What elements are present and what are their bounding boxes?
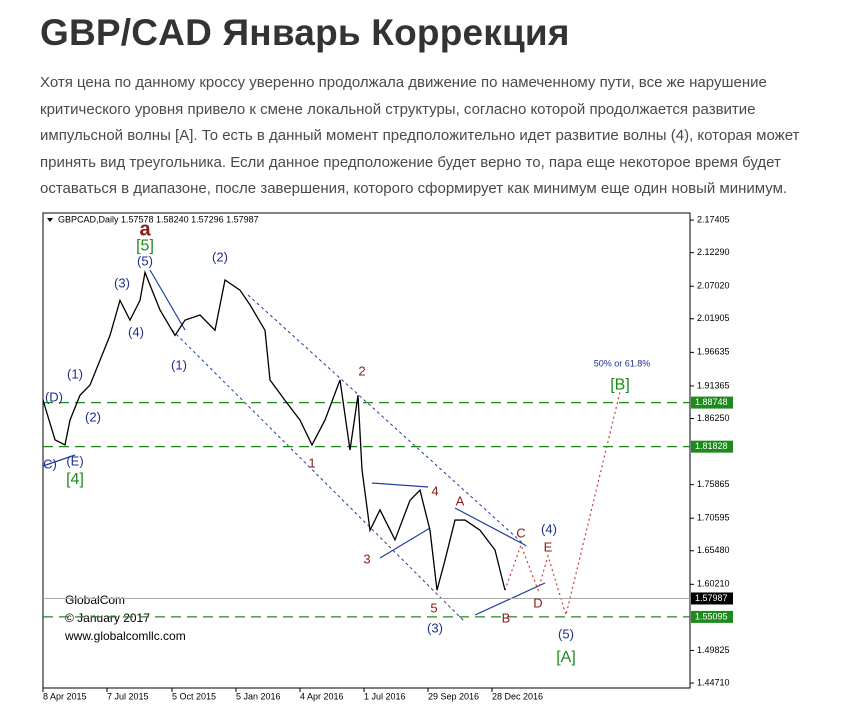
x-tick-label: 4 Apr 2016 [300, 691, 344, 701]
price-line [42, 269, 506, 591]
wave-label: (2) [212, 250, 228, 265]
wave-label: C [516, 525, 525, 540]
wave-label: E [544, 539, 553, 554]
wave-label: (D) [45, 389, 63, 404]
wave-label: A [456, 493, 465, 508]
watermark: © January 2017 [65, 611, 150, 625]
trend-line [42, 454, 76, 467]
x-tick-label: 29 Sep 2016 [428, 691, 479, 701]
y-tick-label: 1.65480 [697, 545, 730, 555]
level-label: 1.88748 [695, 397, 728, 407]
y-tick-label: 1.60210 [697, 579, 730, 589]
channel-lines [171, 294, 529, 623]
chart-header: GBPCAD,Daily 1.57578 1.58240 1.57296 1.5… [58, 214, 259, 224]
wave-label: [B] [610, 376, 630, 393]
wave-label: (5) [558, 626, 574, 641]
level-label: 1.81828 [695, 441, 728, 451]
watermark: GlobalCom [65, 593, 125, 607]
y-tick-label: 2.07020 [697, 281, 730, 291]
x-tick-label: 1 Jul 2016 [364, 691, 406, 701]
y-tick-label: 1.49825 [697, 645, 730, 655]
wave-label: (4) [128, 324, 144, 339]
level-label: 1.55095 [695, 611, 728, 621]
wave-label: 50% or 61.8% [594, 358, 651, 368]
heading: GBP/CAD Январь Коррекция [40, 12, 570, 53]
y-tick-label: 1.44710 [697, 677, 730, 687]
wave-label: 3 [363, 551, 370, 566]
paragraph: Хотя цена по данному кроссу уверенно про… [40, 70, 799, 203]
trend-lines [42, 269, 546, 616]
y-tick-label: 2.01905 [697, 313, 730, 323]
wave-label: D [533, 595, 542, 610]
paragraph-line: импульсной волны [А]. То есть в данный м… [40, 127, 800, 145]
trend-line [371, 482, 429, 488]
wave-label: (3) [114, 276, 130, 291]
wave-label: B [502, 610, 511, 625]
channel-line [171, 329, 466, 623]
plot-frame [42, 212, 691, 689]
y-tick-label: 2.12290 [697, 247, 730, 257]
wave-label: (1) [171, 357, 187, 372]
x-tick-label: 7 Jul 2015 [107, 691, 149, 701]
wave-label: [4] [66, 471, 84, 488]
wave-label: (3) [427, 620, 443, 635]
trend-line [474, 582, 546, 616]
y-tick-label: 1.86250 [697, 413, 730, 423]
trend-line [454, 507, 526, 546]
level-label: 1.57987 [695, 593, 728, 603]
y-tick-label: 1.75865 [697, 479, 730, 489]
wave-label: (4) [541, 521, 557, 536]
y-tick-label: 1.70595 [697, 513, 730, 523]
wave-label: (1) [67, 367, 83, 382]
y-tick-label: 1.96635 [697, 347, 730, 357]
wave-label: (2) [85, 409, 101, 424]
wave-label: [5] [136, 237, 154, 254]
trend-line [149, 269, 186, 331]
level-label-box [691, 592, 733, 605]
paragraph-line: критического уровня привело к смене лока… [40, 100, 756, 118]
chart-frame [40, 210, 811, 709]
level-label-box [691, 610, 733, 623]
y-tick-label: 1.91365 [697, 380, 730, 390]
wave-label: C) [43, 456, 57, 471]
x-tick-label: 8 Apr 2015 [43, 691, 87, 701]
x-tick-label: 5 Jan 2016 [236, 691, 281, 701]
paragraph-line: оставаться в диапазоне, после завершения… [40, 180, 788, 198]
wave-label: 5 [430, 600, 437, 615]
y-tick-label: 2.17405 [697, 214, 730, 224]
wave-label: (5) [137, 254, 153, 269]
wave-label: 1 [308, 455, 315, 470]
forecast-path [504, 391, 621, 618]
wave-label: [A] [556, 649, 576, 666]
x-tick-label: 5 Oct 2015 [172, 691, 216, 701]
level-label-box [691, 396, 733, 409]
x-tick-label: 28 Dec 2016 [492, 691, 543, 701]
paragraph-line: принять вид треугольника. Если данное пр… [40, 153, 781, 171]
wave-label: 2 [358, 364, 365, 379]
channel-line [247, 294, 529, 549]
wave-label: 4 [431, 483, 438, 498]
trend-line [379, 527, 431, 559]
wave-label: (E) [66, 453, 83, 468]
menu-arrow [47, 218, 53, 222]
paragraph-line: Хотя цена по данному кроссу уверенно про… [40, 74, 767, 91]
watermark: www.globalcomllc.com [64, 629, 186, 643]
wave-label: a [139, 218, 151, 240]
level-label-box [691, 440, 733, 453]
